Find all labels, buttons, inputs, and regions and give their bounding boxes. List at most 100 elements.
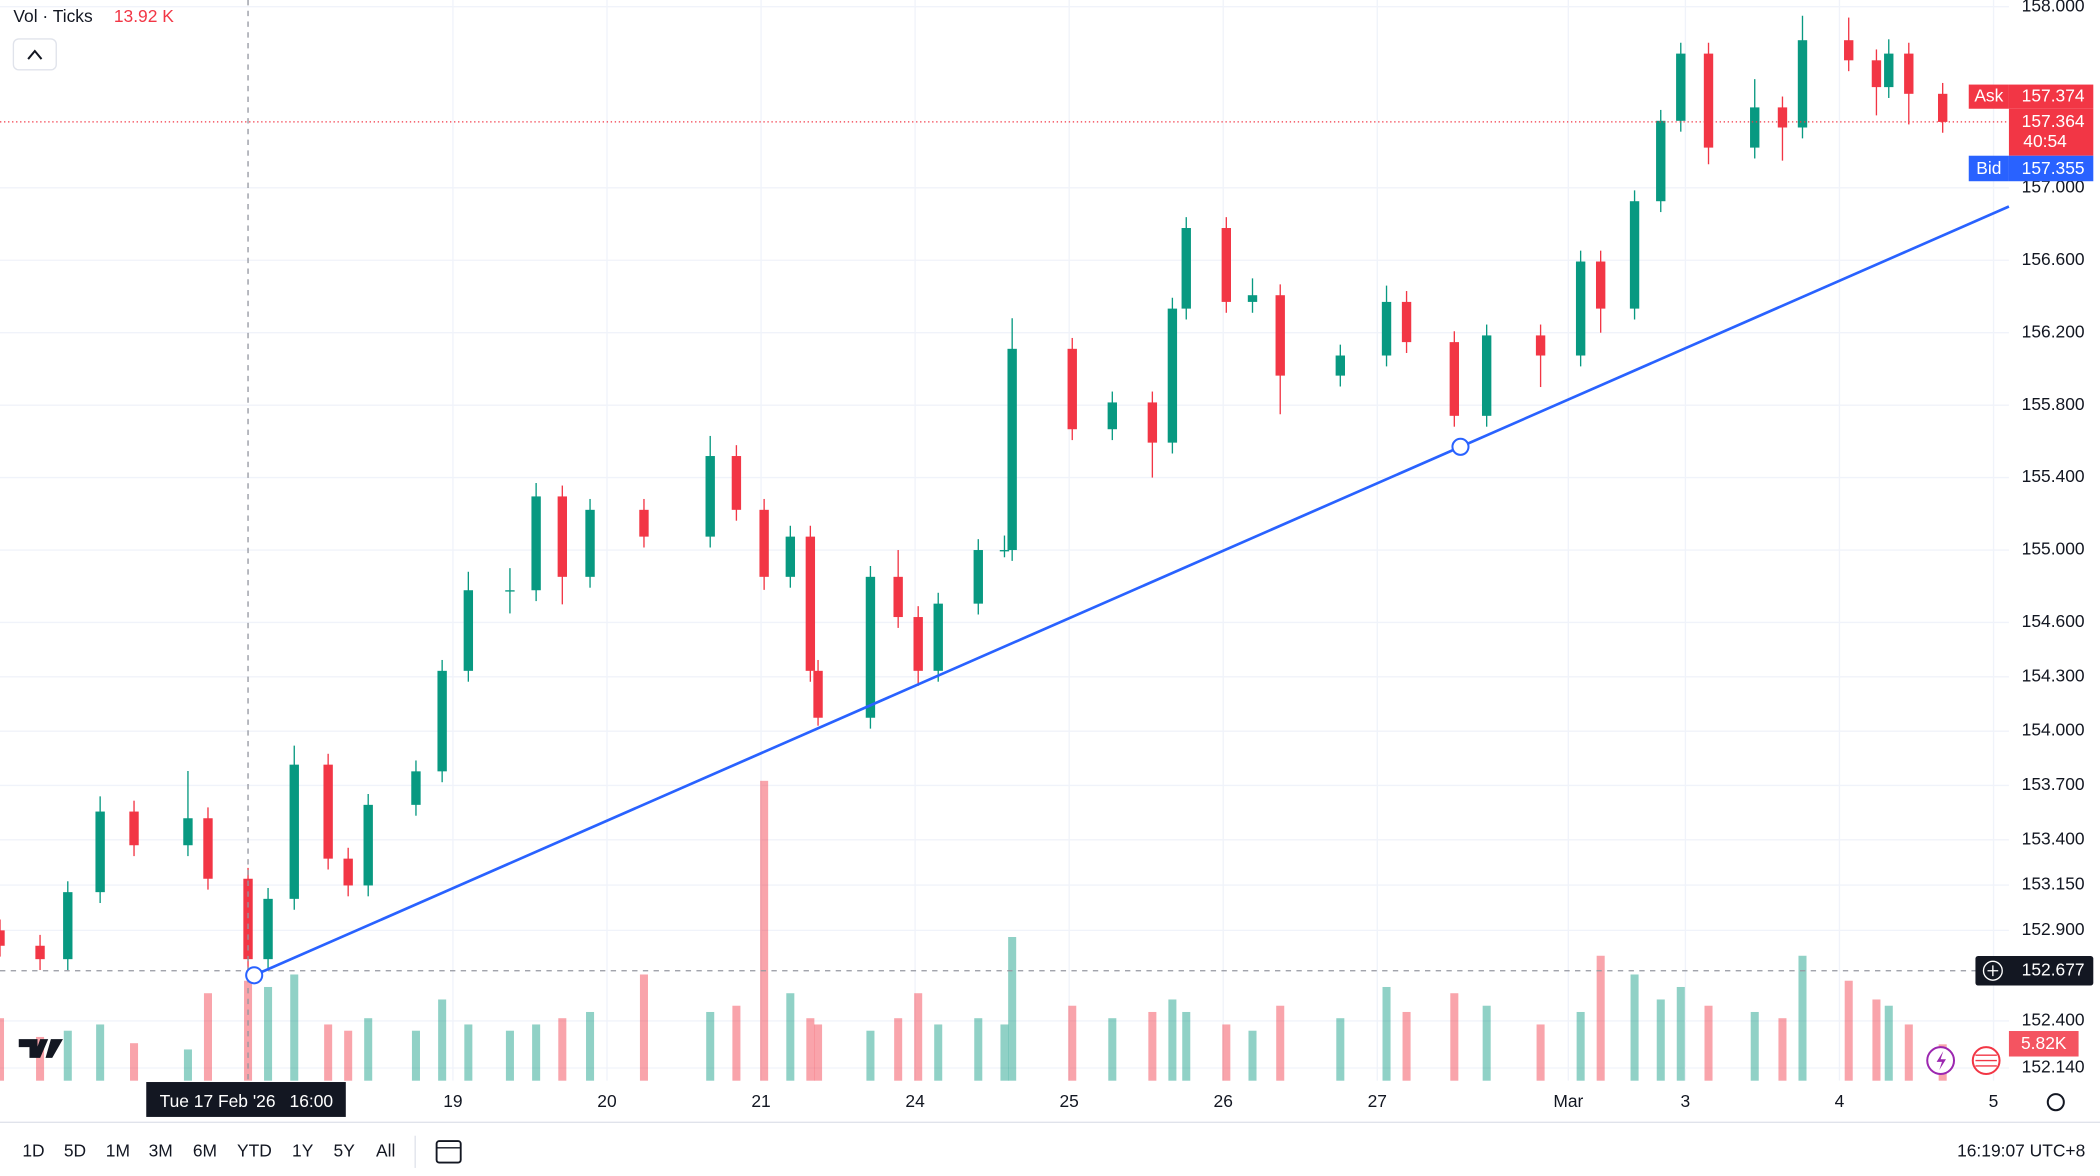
x-tick-label: 27 [1368,1091,1387,1111]
volume-bar [1656,999,1665,1081]
x-tick-label: 24 [905,1091,925,1111]
timeframe-button[interactable]: YTD [237,1140,272,1160]
calendar-frame [435,1140,462,1164]
volume-bar [183,1049,192,1081]
volume-bar [1248,1030,1257,1081]
bid-label-box [1968,155,2009,182]
candle-body [1007,348,1017,551]
y-tick-label: 152.900 [2022,919,2085,939]
volume-bar [760,780,769,1081]
volume-bar [1168,999,1177,1081]
volume-bar [1904,1024,1913,1081]
crosshair-time-box [146,1082,346,1117]
flag-stripes [1975,1054,1997,1067]
timeframe-button[interactable]: 5D [64,1140,86,1160]
candle-body [323,764,333,859]
candle-body [1449,342,1460,416]
volume-bar [786,993,795,1081]
candle-body [1904,53,1914,94]
x-tick-label: 26 [1214,1091,1233,1111]
candle-body [933,603,943,671]
candle-body [1381,301,1392,356]
timeframe-button[interactable]: 1D [22,1140,44,1160]
volume-bar [1872,999,1881,1081]
candle-body [1937,93,1948,122]
trendline-anchor[interactable] [1451,437,1470,456]
volume-bar [1276,1005,1285,1081]
timeframe-button[interactable]: 5Y [334,1140,356,1160]
settings-icon[interactable] [2046,1093,2065,1112]
candle-body [1629,201,1640,309]
candle-body [531,496,541,591]
candle-body [1871,60,1882,88]
candle-body [1221,228,1231,302]
volume-bar [814,1024,823,1081]
candle-body [505,590,515,592]
plus [1987,965,1999,977]
candle-body [183,818,193,846]
candle-body [1777,107,1788,128]
candle-body [0,930,5,946]
ask-label: Ask [1974,85,2003,105]
grid [0,0,2009,1081]
candle-body [1275,295,1285,376]
timeframe-button[interactable]: 6M [193,1140,217,1160]
bid-box [2008,155,2094,182]
crosshair-price: 152.677 [2022,959,2085,979]
collapse-button[interactable] [12,38,57,71]
timeframe-button[interactable]: 1M [106,1140,130,1160]
volume-label: 5.82K [2021,1033,2067,1053]
candle-body [759,509,769,577]
y-tick-label: 155.800 [2022,394,2085,414]
volume-bar [1676,986,1685,1081]
calendar-icon[interactable] [435,1140,462,1164]
volume-bar [894,1018,903,1081]
add-alert-icon[interactable] [1982,960,2003,981]
volume-bar [1750,1011,1759,1081]
volume-bar [411,1030,420,1081]
candle-body [411,771,421,805]
timeframe-button[interactable]: 3M [149,1140,173,1160]
candle-body [973,550,983,604]
clock: 16:19:07 UTC+8 [1957,1140,2085,1160]
candle-body [1797,40,1808,128]
volume-bar [639,974,648,1081]
volume-bar [244,980,253,1081]
y-tick-label: 154.000 [2022,720,2085,740]
candle-body [639,509,649,537]
candle-body [893,576,903,618]
candle-body [1575,261,1586,356]
volume-bar [1884,1005,1893,1081]
candle-body [813,670,823,718]
candle-body [343,858,353,886]
y-tick-label: 154.600 [2022,611,2085,631]
candle-body [1750,107,1760,148]
volume-bar [1108,1018,1117,1081]
timeframe-button[interactable]: All [376,1140,395,1160]
volume-bar [1382,986,1391,1081]
candle-body [263,898,273,960]
x-tick-label: 3 [1681,1091,1691,1111]
candle-body [1703,53,1714,148]
volume [0,780,1947,1081]
candle-body [289,764,299,899]
volume-bar [558,1018,567,1081]
bid-label: Bid [1976,158,2001,178]
trendline-anchor[interactable] [245,966,264,985]
crosshair-date: Tue 17 Feb '26 [160,1091,276,1111]
x-tick-label: 25 [1059,1091,1078,1111]
volume-bar [464,1024,473,1081]
candle-body [1844,40,1854,61]
timeframe-button[interactable]: 1Y [292,1140,314,1160]
volume-bar [706,1011,715,1081]
volume-bar [732,1005,741,1081]
ask-value: 157.374 [2022,85,2085,105]
x-tick-label: 5 [1989,1091,1999,1111]
candle-body [1335,355,1346,376]
y-tick-label: 157.000 [2022,176,2085,196]
volume-bar [1336,1018,1345,1081]
volume-bar [130,1043,139,1081]
y-tick-label: 155.400 [2022,466,2085,486]
